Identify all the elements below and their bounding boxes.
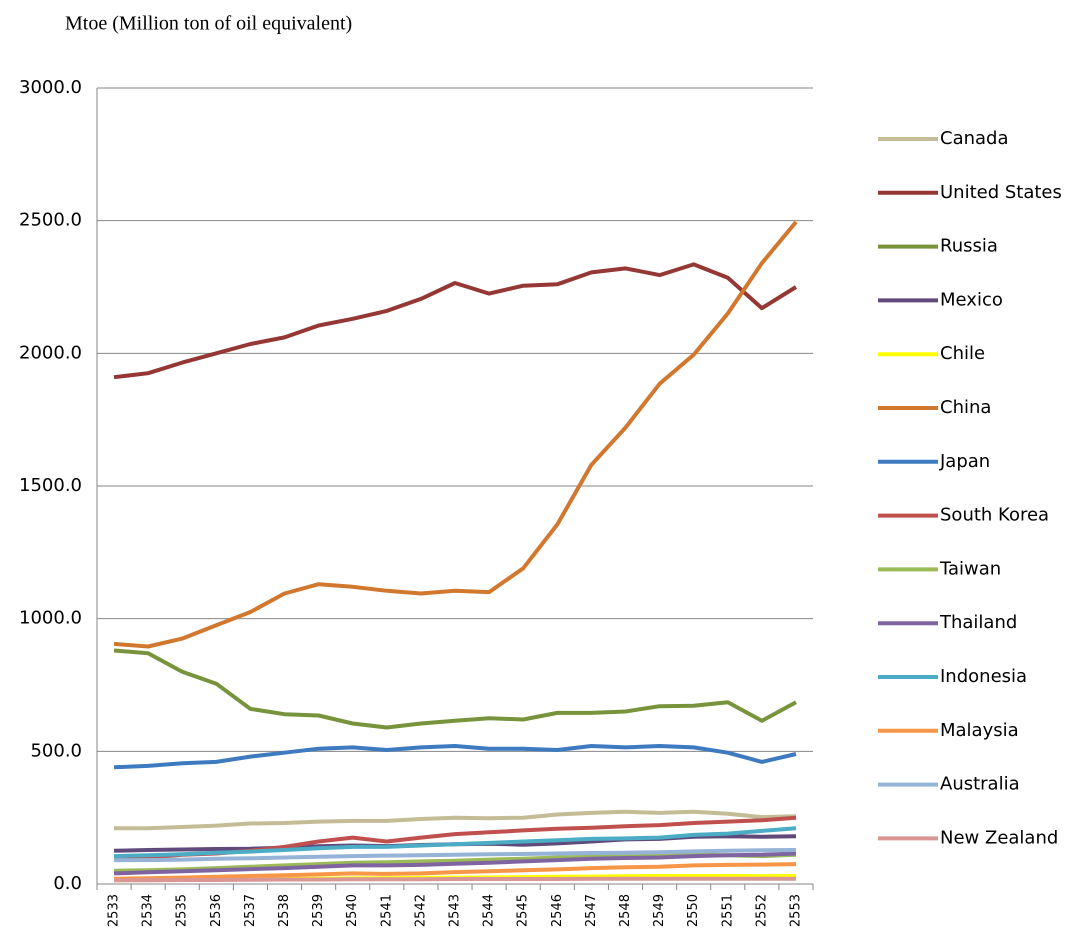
x-tick-label: 2549 xyxy=(652,894,667,927)
legend-label: Japan xyxy=(939,451,990,472)
legend-label: China xyxy=(940,397,991,418)
legend-label: Indonesia xyxy=(940,666,1027,687)
legend-label: Australia xyxy=(940,774,1020,795)
chart: Mtoe (Million ton of oil equivalent) 0.0… xyxy=(0,0,1088,945)
y-tick-label: 2500.0 xyxy=(19,210,82,231)
y-tick-label: 1000.0 xyxy=(19,608,82,629)
series-line xyxy=(114,812,796,829)
y-tick-label: 1500.0 xyxy=(19,475,82,496)
series-line xyxy=(114,746,796,767)
x-tick-label: 2533 xyxy=(107,894,122,927)
legend-label: Mexico xyxy=(940,289,1003,310)
x-tick-label: 2546 xyxy=(550,894,565,927)
legend-label: South Korea xyxy=(940,505,1049,526)
series-line xyxy=(114,879,796,881)
y-tick-label: 2000.0 xyxy=(19,342,82,363)
legend-label: United States xyxy=(940,182,1062,203)
x-tick-label: 2548 xyxy=(618,894,633,927)
legend-label: Taiwan xyxy=(939,558,1001,579)
chart-title: Mtoe (Million ton of oil equivalent) xyxy=(65,13,352,35)
x-tick-label: 2550 xyxy=(686,894,701,927)
y-tick-label: 3000.0 xyxy=(19,77,82,98)
x-tick-label: 2544 xyxy=(482,894,497,927)
series-line xyxy=(114,264,796,377)
y-tick-label: 500.0 xyxy=(30,740,82,761)
legend-label: Russia xyxy=(940,236,998,257)
x-tick-label: 2539 xyxy=(311,894,326,927)
x-tick-label: 2553 xyxy=(788,894,803,927)
x-tick-label: 2547 xyxy=(584,894,599,927)
x-tick-label: 2551 xyxy=(720,894,735,927)
x-tick-label: 2534 xyxy=(141,894,156,927)
legend-label: Chile xyxy=(940,343,985,364)
x-tick-label: 2536 xyxy=(209,894,224,927)
legend-label: New Zealand xyxy=(940,827,1058,848)
x-tick-label: 2552 xyxy=(754,894,769,927)
y-tick-label: 0.0 xyxy=(53,873,82,894)
x-tick-label: 2540 xyxy=(345,894,360,927)
x-tick-label: 2545 xyxy=(516,894,531,927)
x-tick-label: 2537 xyxy=(243,894,258,927)
legend-label: Canada xyxy=(940,128,1009,149)
legend-label: Malaysia xyxy=(940,720,1019,741)
x-tick-label: 2542 xyxy=(413,894,428,927)
legend-label: Thailand xyxy=(939,612,1017,633)
x-tick-label: 2535 xyxy=(175,894,190,927)
x-tick-label: 2543 xyxy=(448,894,463,927)
series-line xyxy=(114,651,796,728)
x-tick-label: 2541 xyxy=(379,894,394,927)
x-tick-label: 2538 xyxy=(277,894,292,927)
series-line xyxy=(114,222,796,647)
